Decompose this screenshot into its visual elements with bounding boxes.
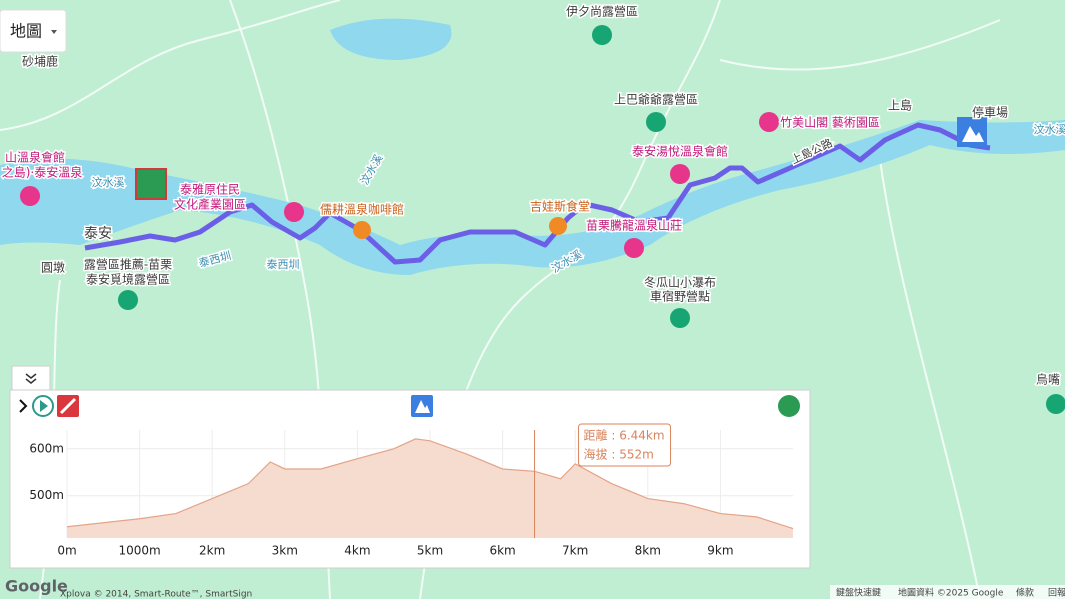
- map-type-label: 地圖: [10, 22, 42, 41]
- map-label: 泰安覓境露營區: [86, 272, 170, 287]
- elevation-area: [67, 438, 793, 538]
- x-tick-label: 9km: [707, 544, 733, 558]
- map-label: 儒耕溫泉咖啡館: [320, 202, 404, 217]
- map-label: 圓墩: [41, 261, 65, 275]
- map-label: 上島: [888, 98, 912, 113]
- y-tick-label: 500m: [29, 488, 64, 502]
- x-tick-label: 2km: [199, 544, 225, 558]
- map-label: 車宿野營點: [650, 289, 710, 304]
- x-tick-label: 6km: [489, 544, 515, 558]
- map-label: 泰安湯悅溫泉會館: [632, 144, 728, 159]
- map-label: 汶水溪: [92, 175, 125, 189]
- markers: [20, 25, 1065, 414]
- shortcuts[interactable]: 鍵盤快速鍵: [836, 587, 881, 599]
- map-label: 烏嘴: [1036, 373, 1060, 387]
- x-tick-label: 4km: [344, 544, 370, 558]
- lake: [330, 18, 452, 61]
- map-label: 吉娃斯食堂: [530, 199, 590, 214]
- y-tick-label: 600m: [29, 441, 64, 455]
- map-label: 上巴爺爺露營區: [614, 93, 698, 107]
- credit: Xplova © 2014, Smart-Route™, SmartSign: [60, 590, 252, 599]
- x-tick-label: 8km: [635, 544, 661, 558]
- start-flag[interactable]: [135, 168, 167, 200]
- map-label: 汶水溪: [1034, 122, 1065, 136]
- map-label: 冬瓜山小瀑布: [644, 275, 716, 290]
- google-logo: Google: [5, 577, 68, 596]
- map-label: 竹美山閣 藝術園區: [780, 116, 880, 130]
- map-label: 苗栗騰龍溫泉山莊: [586, 218, 682, 233]
- x-tick-label: 3km: [272, 544, 298, 558]
- map-label: 停車場: [972, 105, 1008, 120]
- elevation-line: [66, 438, 794, 530]
- map-label: 山溫泉會館: [5, 150, 65, 165]
- map-label: 露營區推薦-苗栗: [84, 258, 172, 272]
- map-label: 泰安: [84, 226, 112, 242]
- x-tick-label: 0m: [57, 544, 76, 558]
- x-tick-label: 1000m: [118, 544, 160, 558]
- finish-icon[interactable]: [778, 395, 800, 417]
- tooltip-elevation: 海拔 : 552m: [584, 447, 654, 462]
- map-data: 地圖資料 ©2025 Google: [898, 587, 1004, 599]
- map-label: 泰西圳: [267, 257, 300, 271]
- map-type-button[interactable]: [0, 9, 67, 53]
- map-label: 伊夕尚露營區: [566, 5, 638, 19]
- terms[interactable]: 條款: [1016, 587, 1034, 599]
- map-label: 文化產業園區: [174, 197, 246, 212]
- tooltip-distance: 距離 : 6.44km: [584, 429, 665, 443]
- map-label: 泰雅原住民: [180, 182, 240, 197]
- cursor-tooltip: [578, 423, 672, 467]
- map-label: 砂埔鹿: [22, 54, 58, 69]
- x-tick-label: 7km: [562, 544, 588, 558]
- map-label: 之島)·泰安溫泉: [2, 165, 83, 180]
- x-tick-label: 5km: [417, 544, 443, 558]
- report[interactable]: 回報: [1048, 588, 1065, 599]
